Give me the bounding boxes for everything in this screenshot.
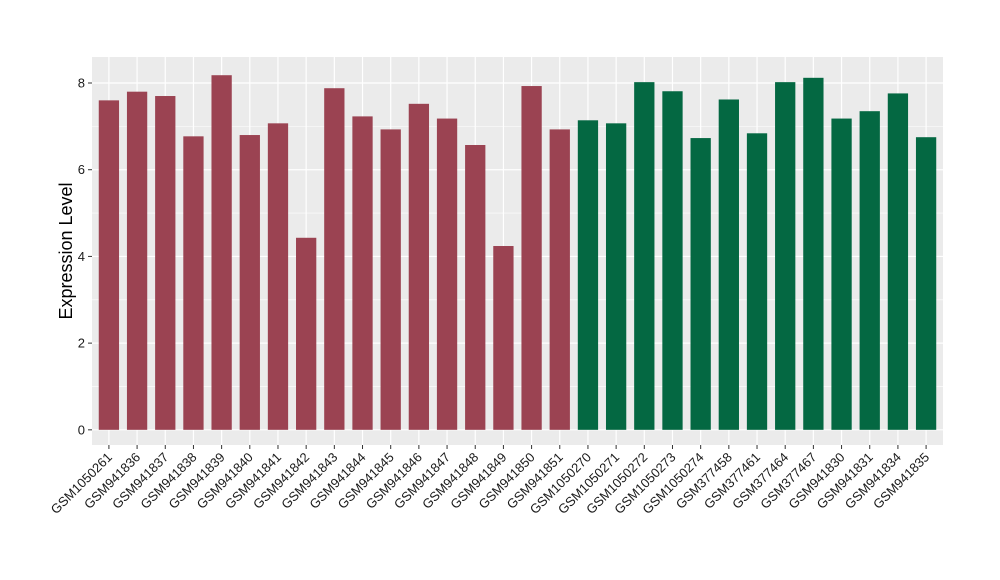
plot-panel — [92, 57, 943, 445]
bar — [493, 246, 514, 430]
bar — [521, 86, 542, 430]
bar — [465, 145, 486, 430]
bar — [803, 77, 824, 430]
y-tick-label: 8 — [78, 76, 85, 91]
bar — [408, 103, 430, 430]
bar — [183, 136, 204, 430]
bar — [915, 137, 937, 430]
bar — [690, 138, 711, 430]
bar — [267, 123, 289, 430]
bar — [887, 93, 909, 430]
bar — [662, 91, 683, 430]
bar — [211, 75, 232, 430]
bar — [155, 96, 176, 430]
bar — [831, 118, 852, 430]
bar — [605, 123, 627, 430]
bar — [436, 118, 458, 430]
bar — [296, 237, 317, 430]
y-tick-label: 0 — [78, 422, 85, 437]
y-tick-label: 4 — [78, 249, 85, 264]
bar — [352, 116, 373, 430]
bars — [98, 75, 937, 430]
bar — [239, 135, 260, 430]
bar — [775, 82, 796, 430]
bar — [859, 111, 880, 430]
y-axis: 0 2 4 6 8 — [78, 76, 92, 437]
bar — [126, 91, 148, 430]
bar — [634, 82, 655, 430]
bar — [577, 120, 599, 430]
bar — [746, 133, 768, 430]
y-tick-label: 2 — [78, 336, 85, 351]
bar — [98, 100, 120, 430]
bar — [718, 99, 739, 430]
y-tick-label: 6 — [78, 162, 85, 177]
x-axis: GSM1050261GSM941836GSM941837GSM941838GSM… — [48, 445, 932, 517]
bar — [549, 129, 570, 430]
bar — [324, 88, 345, 430]
y-axis-title: Expression Level — [56, 182, 76, 319]
bar — [380, 129, 401, 430]
